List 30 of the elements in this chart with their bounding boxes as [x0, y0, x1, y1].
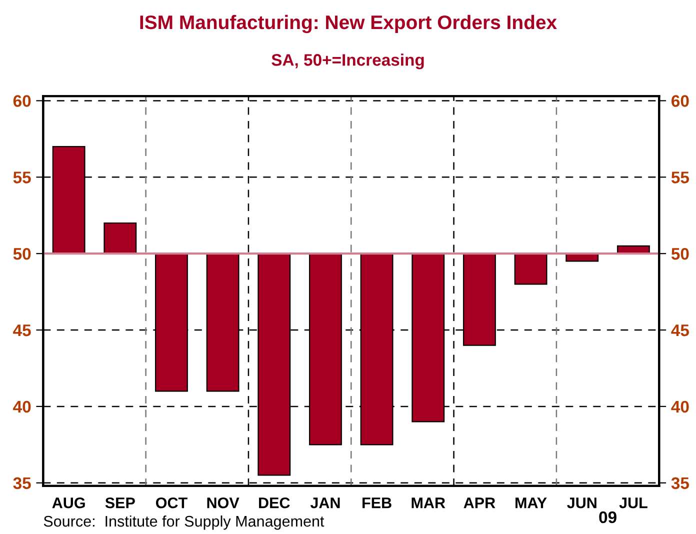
y2-tick-label: 50 [671, 248, 689, 260]
y-tick-label: 55 [13, 172, 31, 184]
x-tick-label: NOV [207, 497, 240, 508]
x-tick-label: AUG [52, 497, 85, 508]
y-tick-label: 50 [13, 248, 31, 260]
y-tick-label: 35 [13, 477, 31, 490]
chart-title: ISM Manufacturing: New Export Orders Index [140, 14, 557, 34]
y-tick-label: 60 [13, 95, 31, 107]
y2-tick-label: 40 [671, 400, 689, 413]
x-tick-label: MAY [516, 498, 547, 508]
x-tick-label: SEP [105, 497, 135, 508]
x-tick-label: DEC [259, 497, 290, 508]
x-tick-label: JAN [310, 498, 340, 508]
chart-subtitle: SA, 50+=Increasing [272, 54, 424, 70]
x-tick-label: MAR [412, 498, 446, 508]
text: 09 [599, 511, 616, 524]
y2-tick-label: 35 [671, 477, 689, 490]
x-tick-label: JUL [619, 498, 648, 508]
y2-tick-label: 55 [671, 172, 689, 184]
x-tick-label: OCT [156, 497, 188, 508]
source-note: Source: Institute for Supply Management [44, 515, 324, 530]
y2-tick-label: 45 [671, 324, 689, 336]
x-tick-label: FEB [362, 498, 392, 508]
bar [104, 222, 137, 254]
y-tick-label: 45 [13, 324, 31, 336]
y2-tick-label: 60 [672, 95, 689, 107]
y-tick-label: 40 [13, 400, 31, 413]
x-tick-label: JUN [567, 498, 596, 508]
bar [514, 253, 548, 285]
x-tick-label: APR [464, 498, 496, 508]
